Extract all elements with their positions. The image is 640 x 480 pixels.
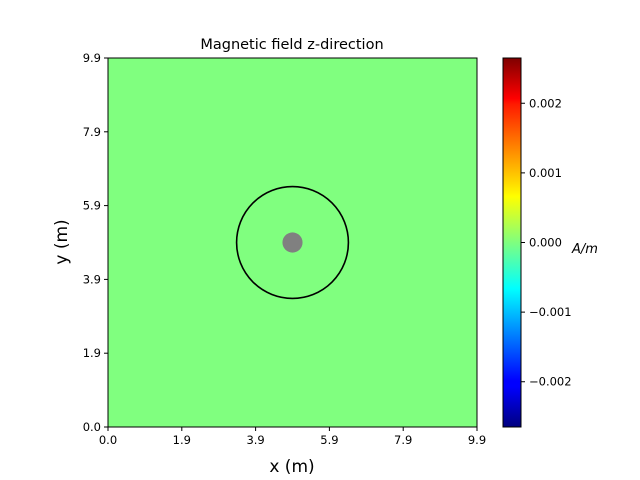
x-tick-label: 1.9	[173, 433, 191, 447]
colorbar-label: A/m	[571, 242, 598, 257]
x-tick-label: 9.9	[468, 433, 486, 447]
plot-frame	[107, 57, 478, 428]
x-axis: 0.0 1.9 3.9 5.9 7.9 9.9	[99, 427, 486, 447]
x-tick-label: 0.0	[99, 433, 117, 447]
x-tick-label: 5.9	[320, 433, 338, 447]
colorbar-tick-label: −0.002	[529, 375, 572, 389]
plot-area	[107, 57, 478, 428]
colorbar-tick-label: 0.002	[529, 96, 562, 110]
y-tick-label: 9.9	[83, 51, 101, 65]
colorbar-ticks: −0.002 −0.001 0.000 0.001 0.002	[521, 96, 572, 389]
x-tick-label: 7.9	[394, 433, 412, 447]
chart-title: Magnetic field z-direction	[200, 37, 383, 53]
y-axis-label: y (m)	[52, 219, 72, 264]
y-tick-label: 5.9	[83, 199, 101, 213]
y-tick-label: 7.9	[83, 125, 101, 139]
colorbar: −0.002 −0.001 0.000 0.001 0.002 A/m	[502, 57, 598, 428]
x-tick-label: 3.9	[246, 433, 264, 447]
y-tick-label: 3.9	[83, 272, 101, 286]
colorbar-tick-label: −0.001	[529, 305, 572, 319]
colorbar-tick-label: 0.000	[529, 236, 562, 250]
colorbar-tick-label: 0.001	[529, 166, 562, 180]
y-tick-label: 0.0	[83, 420, 101, 434]
colorbar-gradient	[502, 57, 522, 428]
y-tick-label: 1.9	[83, 346, 101, 360]
boundary-circle	[235, 185, 350, 300]
source-marker	[282, 232, 303, 253]
x-axis-label: x (m)	[269, 457, 314, 477]
y-axis: 0.0 1.9 3.9 5.9 7.9 9.9	[83, 51, 108, 434]
